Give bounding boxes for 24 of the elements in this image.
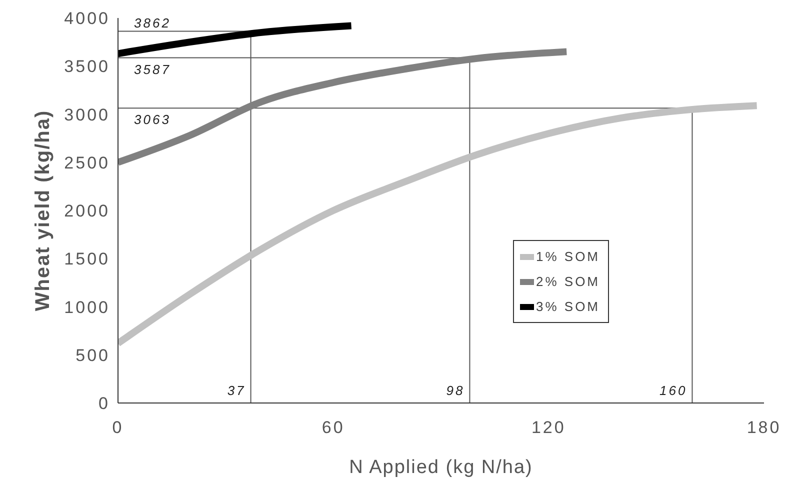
y-tick-label: 1000: [64, 298, 110, 317]
legend-label: 2% SOM: [535, 273, 600, 291]
y-axis-title: Wheat yield (kg/ha): [32, 110, 54, 312]
y-tick-label: 4000: [64, 9, 110, 28]
x-tick-label: 0: [112, 418, 124, 438]
legend-label: 1% SOM: [535, 248, 600, 266]
ref-line-label: 160: [660, 383, 688, 398]
x-tick-label: 180: [746, 418, 782, 438]
y-tick-label: 2000: [64, 202, 110, 221]
y-tick-label: 0: [98, 394, 110, 414]
ref-line-label: 98: [446, 383, 465, 398]
ref-line-label: 3063: [134, 112, 171, 128]
x-tick-label: 120: [531, 418, 566, 438]
x-axis-title: N Applied (kg N/ha): [349, 457, 533, 478]
y-tick-label: 500: [76, 346, 110, 365]
ref-line-label: 37: [227, 383, 246, 398]
y-tick-label: 1500: [64, 250, 110, 269]
y-tick-label: 2500: [64, 153, 110, 172]
ref-line-label: 3587: [134, 62, 171, 77]
legend-label: 3% SOM: [535, 298, 600, 316]
x-tick-label: 60: [322, 418, 345, 438]
ref-line-label: 3862: [134, 15, 171, 30]
y-tick-label: 3000: [64, 105, 110, 124]
y-tick-label: 3500: [64, 57, 110, 76]
